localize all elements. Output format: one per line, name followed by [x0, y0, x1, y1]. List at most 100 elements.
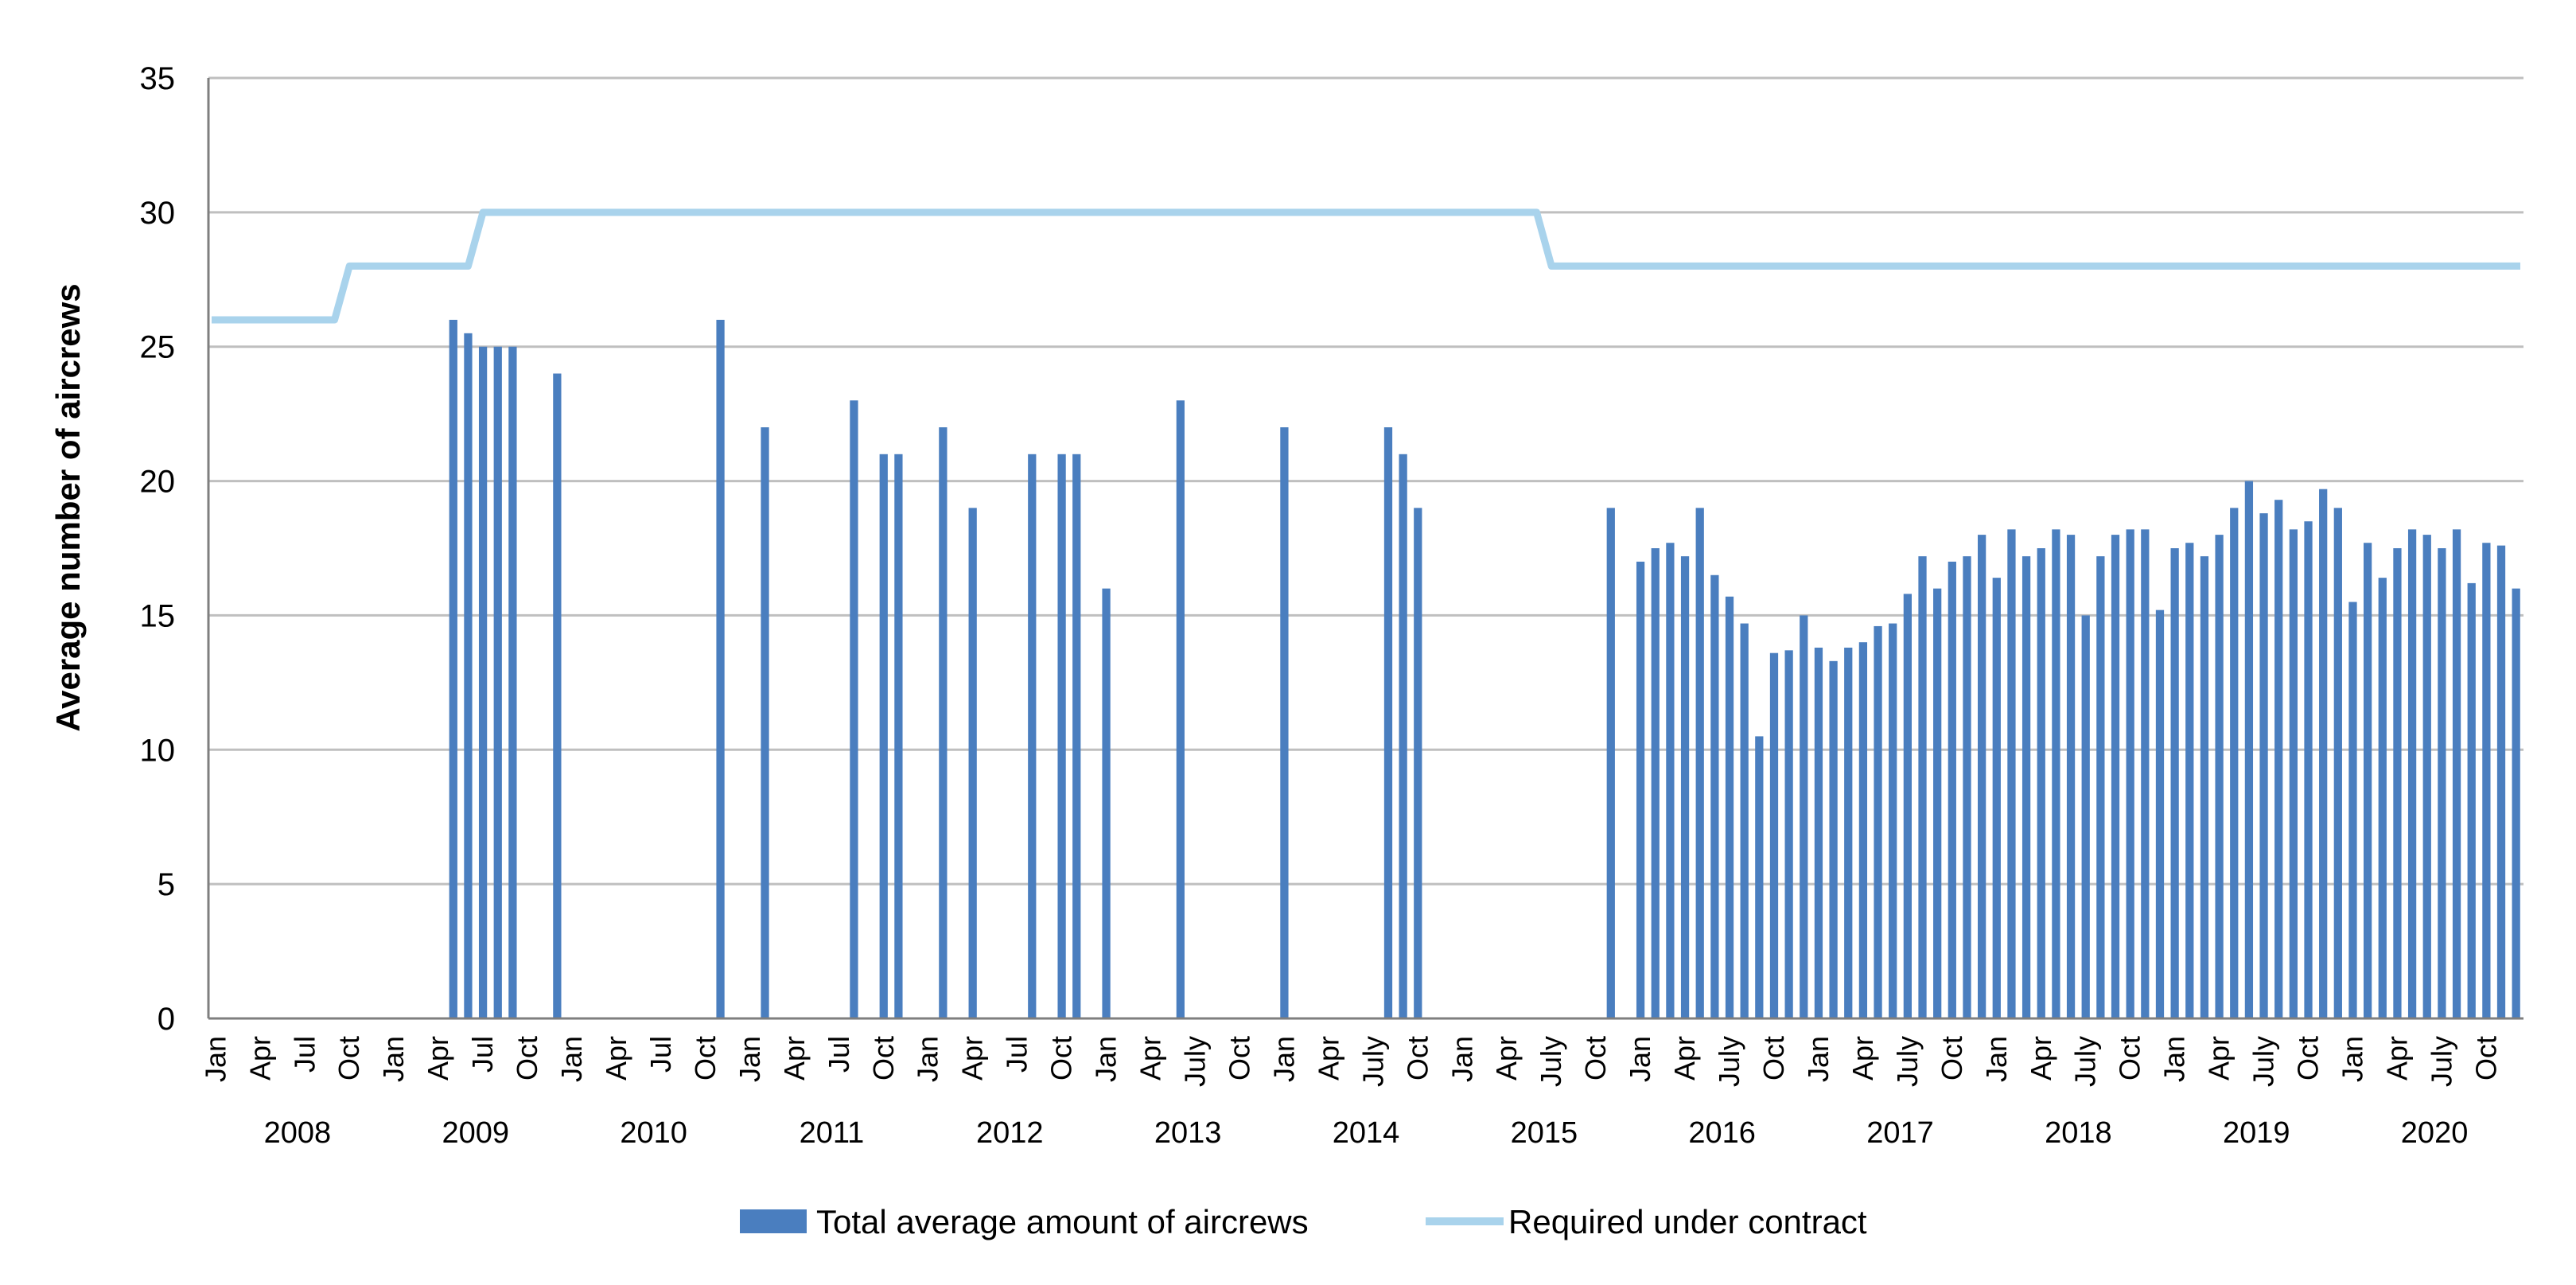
bar — [850, 400, 858, 1018]
x-tick-label: Apr — [778, 1036, 811, 1081]
year-label: 2015 — [1511, 1116, 1578, 1150]
x-tick-label: Jan — [1980, 1036, 2013, 1082]
bar — [2407, 529, 2417, 1018]
bar — [449, 319, 457, 1018]
bar — [1176, 400, 1185, 1018]
bar — [2037, 548, 2045, 1018]
bar — [2452, 529, 2461, 1018]
bar — [1057, 454, 1066, 1018]
bar — [2230, 508, 2239, 1018]
x-tick-label: Apr — [1134, 1036, 1167, 1081]
bar — [1028, 454, 1037, 1018]
bar — [1814, 647, 1823, 1018]
y-tick-label: 30 — [140, 196, 176, 231]
y-tick-label: 35 — [140, 61, 176, 96]
y-tick-labels: 0 5 10 15 20 25 30 35 — [140, 61, 176, 1037]
x-tick-label: Oct — [1579, 1036, 1612, 1081]
x-tick-label: Apr — [243, 1036, 276, 1081]
bar — [1280, 427, 1289, 1018]
legend-label-bars: Total average amount of aircrews — [816, 1203, 1309, 1240]
bar — [1414, 508, 1422, 1018]
year-label: 2012 — [976, 1116, 1044, 1150]
bar — [2066, 535, 2076, 1018]
bar — [716, 319, 725, 1018]
legend: Total average amount of aircrews Require… — [740, 1203, 1867, 1240]
x-tick-label: Apr — [1846, 1036, 1879, 1081]
bar — [2393, 548, 2402, 1018]
x-tick-label: Jan — [1446, 1036, 1478, 1082]
bar — [1784, 650, 1793, 1018]
year-label: 2008 — [264, 1116, 332, 1150]
bar — [553, 373, 562, 1018]
x-tick-label: Jan — [2158, 1036, 2191, 1082]
bar — [2126, 529, 2134, 1018]
bar — [1636, 561, 1645, 1018]
y-tick-label: 0 — [158, 1002, 175, 1037]
bar — [2021, 556, 2031, 1018]
x-tick-label: July — [2425, 1036, 2457, 1087]
bar — [1889, 623, 1897, 1018]
bar — [2496, 545, 2506, 1018]
bar — [2081, 615, 2090, 1018]
x-tick-label: July — [1891, 1036, 1924, 1087]
x-tick-label: Jul — [466, 1036, 499, 1073]
year-label: 2010 — [620, 1116, 687, 1150]
bar — [2096, 556, 2105, 1018]
x-tick-label: Jan — [377, 1036, 410, 1082]
bar — [1651, 548, 1660, 1018]
x-tick-label: Apr — [956, 1036, 989, 1081]
x-tick-label: Oct — [1757, 1036, 1790, 1081]
x-tick-label: Jan — [199, 1036, 232, 1082]
bar — [761, 427, 769, 1018]
bar-series — [449, 319, 2520, 1018]
bar — [2364, 543, 2372, 1018]
y-tick-label: 15 — [140, 598, 176, 633]
bar — [1844, 647, 1853, 1018]
x-tick-label: Apr — [1312, 1036, 1344, 1081]
bar — [2244, 481, 2254, 1018]
x-tick-label: July — [1356, 1036, 1389, 1087]
bar — [1903, 594, 1912, 1018]
y-tick-label: 5 — [158, 867, 175, 902]
bar — [1725, 596, 1734, 1018]
bar — [2482, 543, 2491, 1018]
x-tick-label: Apr — [2380, 1036, 2413, 1081]
bar — [1858, 642, 1868, 1018]
x-tick-label: Jul — [288, 1036, 321, 1073]
bar — [2422, 535, 2431, 1018]
x-tick-label: Jan — [555, 1036, 588, 1082]
axes — [207, 78, 2523, 1020]
y-axis-title: Average number of aircrews — [49, 283, 87, 731]
bar — [1918, 556, 1927, 1018]
x-tick-label: Oct — [2469, 1036, 2502, 1081]
bar — [2052, 529, 2060, 1018]
bar — [1680, 556, 1690, 1018]
bar — [2200, 556, 2209, 1018]
bar — [1383, 427, 1393, 1018]
bar — [879, 454, 888, 1018]
bar — [2141, 529, 2150, 1018]
x-tick-label: Oct — [511, 1036, 543, 1081]
x-tick-label: July — [2247, 1036, 2280, 1087]
bar — [939, 427, 948, 1018]
bar — [2333, 508, 2342, 1018]
bar — [1829, 660, 1838, 1018]
year-label: 2014 — [1333, 1116, 1400, 1150]
x-tick-label: July — [1178, 1036, 1211, 1087]
x-tick-label: Oct — [2114, 1036, 2146, 1081]
x-tick-labels: Jan Apr Jul Oct Jan Apr Jul Oct Jan Apr Jul Oct Jan A… — [199, 1036, 2502, 1087]
bar — [1963, 556, 1971, 1018]
year-labels: 2008 2009 2010 2011 2012 2013 2014 2015 2016 2017… — [264, 1116, 2469, 1150]
bar — [2378, 578, 2387, 1018]
x-tick-label: Jan — [1802, 1036, 1835, 1082]
x-tick-label: Apr — [2203, 1036, 2236, 1081]
x-tick-label: Oct — [1223, 1036, 1255, 1081]
bar — [1755, 736, 1764, 1018]
x-tick-label: Oct — [2292, 1036, 2325, 1081]
bar — [1710, 574, 1719, 1018]
x-tick-label: Oct — [1045, 1036, 1078, 1081]
x-tick-label: Apr — [1490, 1036, 1523, 1081]
x-tick-label: Oct — [1401, 1036, 1434, 1081]
year-label: 2018 — [2045, 1116, 2112, 1150]
